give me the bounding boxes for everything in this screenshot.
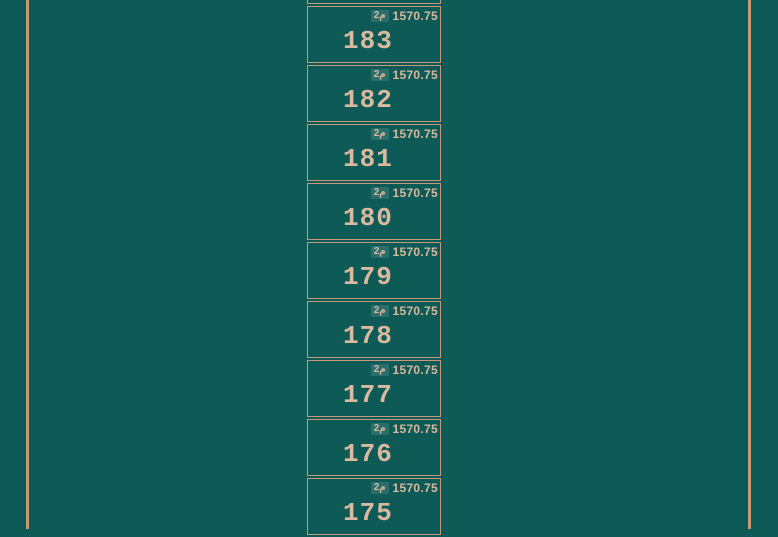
unit-badge: 2م [371, 187, 389, 199]
item-id: 183 [343, 26, 393, 56]
unit-badge: 2م [371, 305, 389, 317]
item-price: 1570.75 [393, 245, 438, 259]
list-item[interactable]: 2م 1570.75 183 [307, 6, 441, 63]
list-item[interactable]: 2م 1570.75 176 [307, 419, 441, 476]
unit-badge: 2م [371, 10, 389, 22]
item-price: 1570.75 [393, 481, 438, 495]
item-id: 180 [343, 203, 393, 233]
list-item-meta: 2م 1570.75 [371, 127, 438, 141]
list-item[interactable]: 2م 1570.75 178 [307, 301, 441, 358]
item-price: 1570.75 [393, 304, 438, 318]
item-price: 1570.75 [393, 9, 438, 23]
item-price: 1570.75 [393, 68, 438, 82]
item-id: 182 [343, 85, 393, 115]
item-id: 178 [343, 321, 393, 351]
item-price: 1570.75 [393, 422, 438, 436]
item-price: 1570.75 [393, 363, 438, 377]
list-item-meta: 2م 1570.75 [371, 245, 438, 259]
list-item[interactable]: 2م 1570.75 177 [307, 360, 441, 417]
list-item[interactable]: 2م 1570.75 179 [307, 242, 441, 299]
unit-badge: 2م [371, 482, 389, 494]
item-id: 177 [343, 380, 393, 410]
item-price: 1570.75 [393, 186, 438, 200]
item-price: 1570.75 [393, 127, 438, 141]
list-item-meta: 2م 1570.75 [371, 304, 438, 318]
unit-badge: 2م [371, 128, 389, 140]
list-item-meta: 2م 1570.75 [371, 68, 438, 82]
list-item-meta: 2م 1570.75 [371, 186, 438, 200]
list-item-meta: 2م 1570.75 [371, 363, 438, 377]
list-item[interactable]: 2م 1570.75 181 [307, 124, 441, 181]
list-item[interactable]: 2م 1570.75 182 [307, 65, 441, 122]
item-list: 2م 1570.75 183 2م 1570.75 182 2م 1570.75… [307, 0, 447, 537]
list-item-meta: 2م 1570.75 [371, 9, 438, 23]
list-item[interactable]: 2م 1570.75 180 [307, 183, 441, 240]
item-id: 176 [343, 439, 393, 469]
item-id: 179 [343, 262, 393, 292]
unit-badge: 2م [371, 423, 389, 435]
list-item[interactable]: 2م 1570.75 175 [307, 478, 441, 535]
list-item-partial-top[interactable] [307, 0, 441, 4]
unit-badge: 2م [371, 246, 389, 258]
unit-badge: 2م [371, 69, 389, 81]
item-id: 181 [343, 144, 393, 174]
list-item-meta: 2م 1570.75 [371, 481, 438, 495]
item-id: 175 [343, 498, 393, 528]
list-item-meta: 2م 1570.75 [371, 422, 438, 436]
unit-badge: 2م [371, 364, 389, 376]
